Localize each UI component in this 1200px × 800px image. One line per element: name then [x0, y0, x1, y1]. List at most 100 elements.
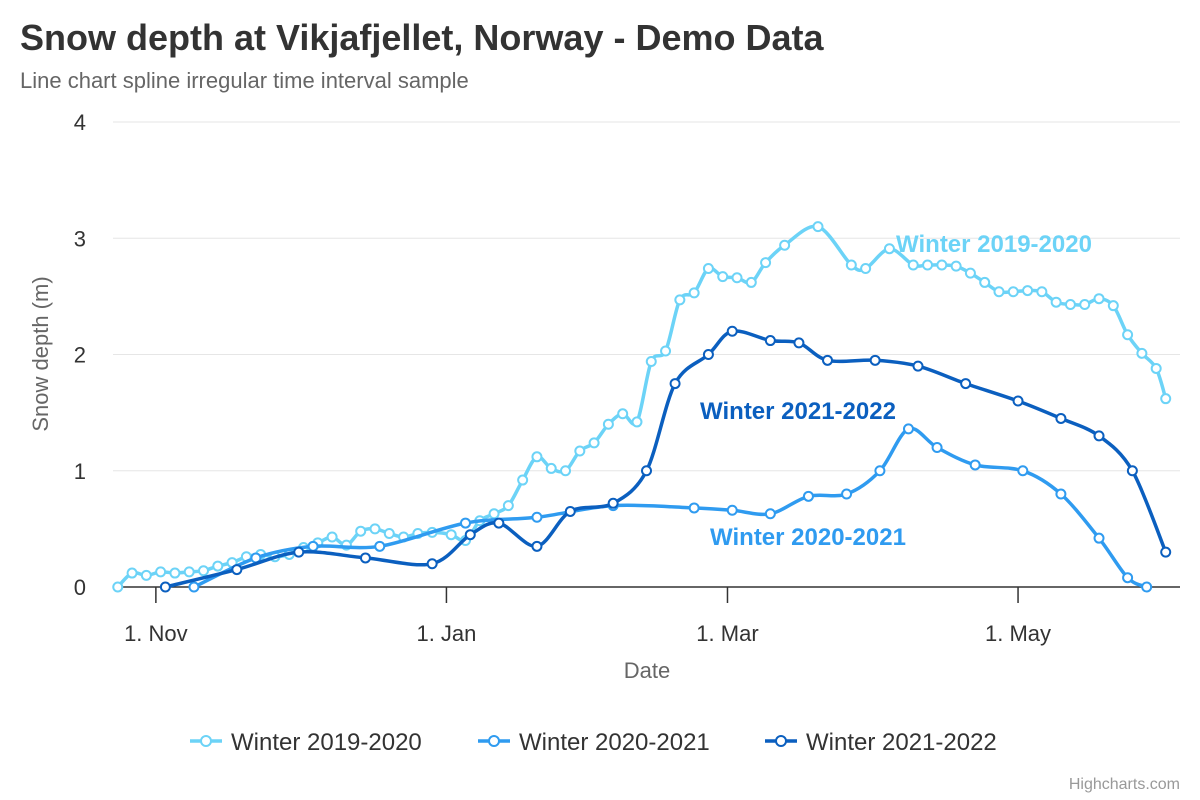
x-axis-title: Date [624, 658, 670, 683]
data-point [764, 508, 776, 520]
data-point [731, 272, 743, 284]
data-point [793, 337, 805, 349]
data-point [169, 567, 181, 579]
data-point [1055, 412, 1067, 424]
data-point [1055, 488, 1067, 500]
data-point [607, 497, 619, 509]
data-point [1093, 430, 1105, 442]
x-tick-label: 1. Nov [124, 621, 188, 646]
legend-swatch-marker [488, 735, 500, 747]
data-point [445, 529, 457, 541]
data-point [907, 259, 919, 271]
data-point [964, 267, 976, 279]
data-point [574, 445, 586, 457]
series-labels: Winter 2019-2020 Winter 2020-2021 Winter 2… [700, 231, 1092, 551]
data-point [950, 260, 962, 272]
data-point [1064, 299, 1076, 311]
data-point [198, 565, 210, 577]
data-point [588, 437, 600, 449]
data-point [764, 335, 776, 347]
series-3 [159, 325, 1172, 593]
x-tick-label: 1. Jan [416, 621, 476, 646]
data-point [560, 465, 572, 477]
data-point [936, 259, 948, 271]
legend-label: Winter 2020-2021 [519, 729, 710, 756]
data-point [617, 408, 629, 420]
data-point [1136, 347, 1148, 359]
credits[interactable]: Highcharts.com [1069, 776, 1180, 793]
legend-item[interactable]: Winter 2019-2020 [190, 729, 422, 756]
x-tick-label: 1. May [985, 621, 1051, 646]
data-point [359, 552, 371, 564]
data-point [231, 564, 243, 576]
legend-label: Winter 2019-2020 [231, 729, 422, 756]
grid-layer [113, 121, 1180, 472]
data-point [1007, 286, 1019, 298]
data-point [464, 529, 476, 541]
data-point [374, 540, 386, 552]
data-point [874, 465, 886, 477]
data-point [822, 354, 834, 366]
series-line [193, 426, 1148, 589]
data-point [645, 355, 657, 367]
data-point [912, 360, 924, 372]
data-point [307, 540, 319, 552]
data-point [369, 523, 381, 535]
data-point [902, 423, 914, 435]
data-point [1160, 393, 1172, 405]
data-point [1017, 465, 1029, 477]
data-point [1150, 362, 1162, 374]
data-point [602, 418, 614, 430]
legend-label: Winter 2021-2022 [806, 729, 997, 756]
legend-item[interactable]: Winter 2021-2022 [765, 729, 997, 756]
y-tick-label: 1 [74, 459, 86, 484]
data-point [183, 566, 195, 578]
data-point [1050, 296, 1062, 308]
data-point [1093, 532, 1105, 544]
data-point [674, 294, 686, 306]
data-point [860, 262, 872, 274]
data-point [159, 581, 171, 593]
data-point [779, 239, 791, 251]
chart-title: Snow depth at Vikjafjellet, Norway - Dem… [20, 17, 824, 58]
data-point [459, 517, 471, 529]
data-point [922, 259, 934, 271]
data-point [979, 276, 991, 288]
data-point [802, 490, 814, 502]
legend-swatch-marker [200, 735, 212, 747]
data-point [426, 558, 438, 570]
data-point [517, 474, 529, 486]
data-point [993, 286, 1005, 298]
data-point [869, 354, 881, 366]
data-point [155, 566, 167, 578]
data-point [126, 567, 138, 579]
y-axis-ticks: 0 1 2 3 4 [74, 110, 86, 600]
series-label: Winter 2019-2020 [896, 231, 1092, 258]
data-point [1022, 285, 1034, 297]
data-point [383, 528, 395, 540]
chart-subtitle: Line chart spline irregular time interva… [20, 68, 469, 93]
data-point [702, 349, 714, 360]
data-point [326, 531, 338, 543]
legend-item[interactable]: Winter 2020-2021 [478, 729, 710, 756]
data-point [726, 325, 738, 337]
data-point [641, 465, 652, 477]
y-tick-label: 2 [74, 343, 86, 368]
x-axis: 1. Nov 1. Jan 1. Mar 1. May [113, 586, 1180, 646]
data-point [1036, 286, 1048, 298]
data-point [812, 221, 824, 233]
legend: Winter 2019-2020 Winter 2020-2021 Winter 2… [190, 729, 997, 756]
data-point [660, 345, 672, 357]
data-point [845, 259, 857, 271]
data-point [212, 560, 224, 572]
data-point [1160, 546, 1172, 558]
data-point [1122, 329, 1134, 341]
y-tick-label: 4 [74, 110, 86, 135]
data-point [531, 540, 543, 552]
data-point [112, 581, 124, 593]
series-layer [112, 221, 1172, 593]
data-point [564, 505, 576, 517]
data-point [1012, 395, 1024, 407]
